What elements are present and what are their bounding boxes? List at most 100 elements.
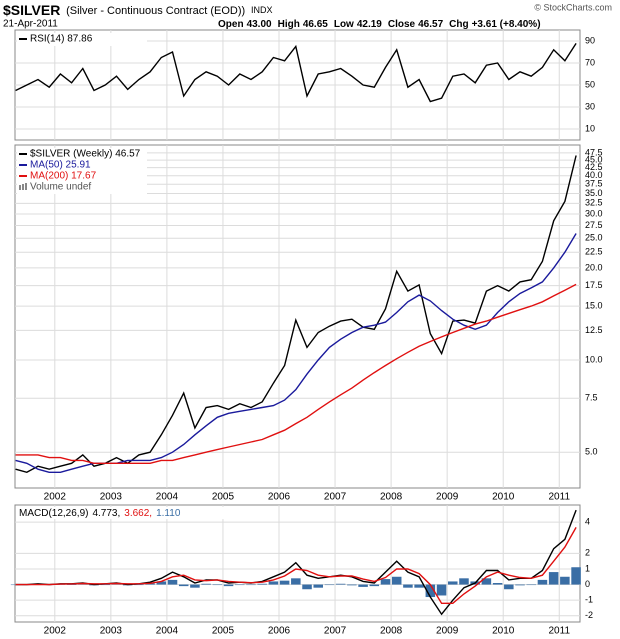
histogram-bar — [436, 584, 447, 596]
legend-entry: 4.773, — [92, 508, 120, 519]
series-line — [15, 43, 577, 103]
credit: © StockCharts.com — [534, 2, 612, 12]
series-line — [15, 283, 577, 464]
histogram-bar — [268, 581, 279, 585]
x-tick-label: 2010 — [492, 492, 515, 503]
histogram-bar — [302, 584, 312, 590]
x-tick-label: 2009 — [436, 492, 459, 503]
histogram-bar — [403, 584, 413, 588]
y-tick-label: 0 — [585, 579, 590, 589]
exchange: INDX — [251, 5, 273, 15]
x-tick-label: 2006 — [268, 626, 291, 637]
y-tick-label: 45.0 — [585, 154, 603, 164]
date: 21-Apr-2011 — [3, 19, 58, 30]
histogram-bar — [425, 584, 436, 598]
y-tick-label: 40.0 — [585, 170, 603, 180]
series-line — [15, 155, 577, 474]
histogram-bar — [167, 579, 178, 585]
y-tick-label: 37.5 — [585, 179, 603, 189]
x-tick-label: 2003 — [100, 492, 123, 503]
histogram-bar — [246, 584, 256, 586]
x-tick-label: 2009 — [436, 626, 459, 637]
legend: MACD(12,26,9) 4.773, 3.662, 1.110 — [19, 508, 181, 519]
histogram-bar — [134, 584, 144, 586]
y-tick-label: 30 — [585, 101, 595, 111]
legend-entry: MA(50) 25.91 — [30, 160, 91, 171]
quote-value: 46.57 — [418, 19, 443, 30]
histogram-bar — [156, 581, 167, 585]
y-tick-label: 20.0 — [585, 262, 603, 272]
histogram-bar — [201, 583, 211, 585]
histogram-bar — [560, 576, 570, 585]
histogram-bar — [414, 584, 424, 588]
y-tick-label: 15.0 — [585, 301, 603, 311]
y-tick-label: 4 — [585, 517, 590, 527]
y-tick-label: 90 — [585, 35, 595, 45]
legend-swatch — [19, 185, 21, 190]
x-tick-label: 2011 — [549, 626, 571, 637]
legend-bg — [17, 33, 147, 46]
x-tick-label: 2007 — [324, 492, 347, 503]
legend-entry: 1.110 — [156, 508, 181, 519]
histogram-bar — [391, 576, 402, 585]
quote: Open 43.00 High 46.65 Low 42.19 Close 46.57 Chg +… — [218, 19, 541, 30]
x-tick-label: 2007 — [324, 626, 347, 637]
panel — [14, 144, 581, 489]
legend-title: MACD(12,26,9) — [19, 508, 88, 519]
histogram-bar — [335, 583, 346, 585]
histogram-bar — [257, 583, 267, 585]
symbol: $SILVER — [3, 2, 60, 18]
histogram-bar — [212, 584, 223, 586]
histogram-bar — [571, 567, 581, 585]
histogram-bar — [548, 572, 559, 585]
histogram-bar — [100, 584, 111, 586]
y-tick-label: 5.0 — [585, 447, 598, 457]
y-tick-label: 12.5 — [585, 325, 603, 335]
x-tick-label: 2008 — [380, 626, 403, 637]
y-tick-label: 47.5 — [585, 147, 603, 157]
y-tick-label: 32.5 — [585, 198, 603, 208]
histogram-bar — [235, 584, 245, 586]
quote-label: Low — [334, 19, 354, 30]
histogram-bar — [358, 584, 368, 587]
histogram-bar — [504, 584, 514, 590]
x-tick-label: 2011 — [549, 492, 571, 503]
y-tick-label: 35.0 — [585, 188, 603, 198]
legend-entry: Volume undef — [30, 182, 91, 193]
histogram-bar — [190, 584, 200, 588]
y-tick-label: 70 — [585, 57, 595, 67]
x-tick-label: 2002 — [44, 492, 67, 503]
legend-bg — [17, 507, 237, 519]
y-tick-label: 10.0 — [585, 354, 603, 364]
y-tick-label: 17.5 — [585, 280, 603, 290]
histogram-bar — [66, 584, 77, 585]
y-tick-label: 30.0 — [585, 208, 603, 218]
legend-bg — [17, 148, 147, 194]
x-tick-label: 2004 — [156, 492, 179, 503]
x-tick-label: 2004 — [156, 626, 179, 637]
y-tick-label: 10 — [585, 123, 595, 133]
histogram-bar — [313, 584, 324, 588]
histogram-bar — [223, 584, 234, 587]
histogram-bar — [347, 584, 357, 586]
y-tick-label: -2 — [585, 610, 593, 620]
x-tick-label: 2008 — [380, 492, 403, 503]
y-tick-label: 50 — [585, 79, 595, 89]
quote-label: High — [278, 19, 300, 30]
quote-value: 43.00 — [247, 19, 272, 30]
histogram-bar — [10, 584, 21, 586]
instrument-name: (Silver - Continuous Contract (EOD)) — [66, 5, 245, 17]
y-tick-label: 2 — [585, 548, 590, 558]
y-tick-label: 27.5 — [585, 220, 603, 230]
legend-entry: MA(200) 17.67 — [30, 171, 97, 182]
y-tick-label: 42.5 — [585, 162, 603, 172]
chart-header: $SILVER (Silver - Continuous Contract (E… — [3, 2, 273, 18]
legend-entry: $SILVER (Weekly) 46.57 — [30, 149, 141, 160]
legend-swatch — [25, 183, 27, 190]
y-tick-label: 22.5 — [585, 247, 603, 257]
histogram-bar — [145, 583, 155, 585]
series-line — [15, 527, 577, 604]
x-tick-label: 2010 — [492, 626, 515, 637]
